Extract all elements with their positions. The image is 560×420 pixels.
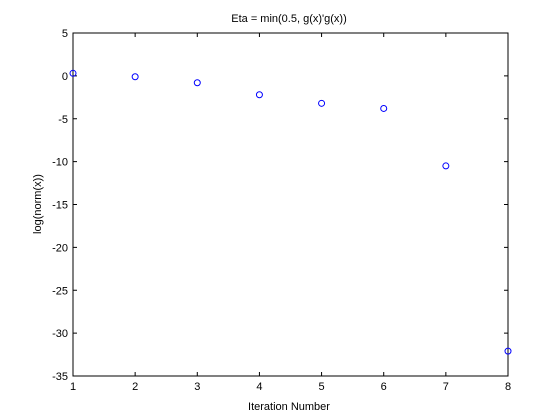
x-tick-label: 6: [381, 381, 387, 393]
y-tick-label: -20: [52, 242, 68, 254]
data-point: [443, 163, 449, 169]
y-tick-label: -35: [52, 371, 68, 383]
y-tick-label: -30: [52, 328, 68, 340]
x-tick-label: 2: [132, 381, 138, 393]
x-tick-label: 3: [194, 381, 200, 393]
data-point: [256, 92, 262, 98]
y-tick-label: -10: [52, 157, 68, 169]
x-tick-label: 1: [70, 381, 76, 393]
x-tick-label: 8: [505, 381, 511, 393]
plot-area: 1 2 3 4 5 6 7 8 5 0 -5 -10 -15 -20 -25 -30 -35: [52, 28, 511, 393]
y-tick-label: -25: [52, 285, 68, 297]
x-axis-label: Iteration Number: [248, 401, 330, 413]
x-tick-label: 5: [319, 381, 325, 393]
data-point: [319, 100, 325, 106]
y-axis-label: log(norm(x)): [32, 174, 44, 234]
x-tick-label: 7: [443, 381, 449, 393]
x-tick-label: 4: [256, 381, 262, 393]
data-point: [194, 80, 200, 86]
y-tick-label: -5: [58, 114, 68, 126]
axes-box: [73, 33, 508, 376]
data-point: [132, 74, 138, 80]
y-tick-label: -15: [52, 200, 68, 212]
y-tick-label: 5: [62, 28, 68, 40]
data-point: [381, 105, 387, 111]
chart-title: Eta = min(0.5, g(x)'g(x)): [231, 13, 347, 25]
y-tick-label: 0: [62, 71, 68, 83]
